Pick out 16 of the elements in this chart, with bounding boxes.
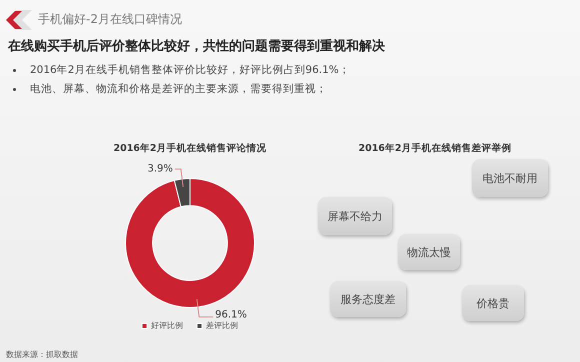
speech-bubble: 服务态度差	[330, 281, 406, 317]
legend-label: 好评比例	[151, 321, 183, 330]
data-label: 96.1%	[215, 310, 247, 321]
text: 2016年2月手机在线销售差评举例	[358, 142, 512, 155]
speech-bubble: 物流太慢	[398, 234, 460, 270]
text: 手机偏好-2月在线口碑情况	[38, 11, 182, 28]
speech-bubble: 价格贵	[462, 285, 524, 321]
data-label: 3.9%	[147, 164, 173, 175]
text: 在线购买手机后评价整体比较好，共性的问题需要得到重视和解决	[8, 38, 385, 55]
source-note: 数据来源：抓取数据	[6, 349, 78, 360]
chart-title: 2016年2月手机在线销售评论情况	[113, 142, 267, 155]
legend-label: 差评比例	[206, 321, 238, 330]
text: 2016年2月在线手机销售整体评价比较好，好评比例占到96.1%；	[30, 63, 350, 77]
text: 电池、屏幕、物流和价格是差评的主要来源，需要得到重视；	[30, 82, 327, 96]
speech-bubble: 屏幕不给力	[318, 197, 392, 235]
speech-bubble: 电池不耐用	[472, 159, 548, 197]
